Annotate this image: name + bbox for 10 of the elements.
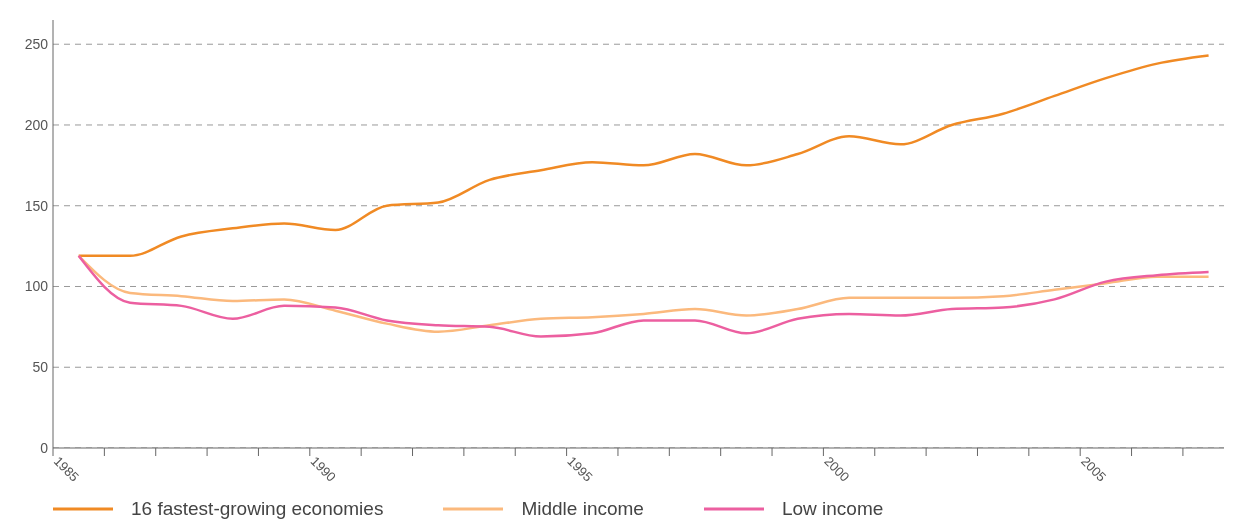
legend-label: 16 fastest-growing economies xyxy=(131,498,384,520)
y-tick-label: 250 xyxy=(24,35,48,54)
line-series xyxy=(77,54,1210,258)
legend-label: Low income xyxy=(781,498,884,520)
y-tick-label: 100 xyxy=(24,277,48,296)
y-tick-label: 50 xyxy=(32,358,48,377)
y-tick-label: 150 xyxy=(24,196,48,215)
legend-label: Middle income xyxy=(521,498,644,520)
y-tick-label: 200 xyxy=(24,115,48,134)
y-tick-label: 0 xyxy=(40,439,48,457)
